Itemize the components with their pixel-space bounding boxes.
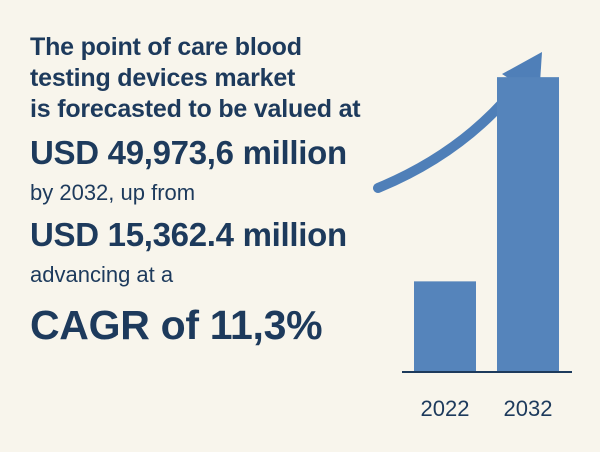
headline-line-1: The point of care blood <box>30 33 302 61</box>
headline-line-2: testing devices market <box>30 64 296 92</box>
by-year-text: by 2032, up from <box>30 180 196 205</box>
value-2022: USD 15,362.4 million <box>30 216 347 253</box>
headline-line-3: is forecasted to be valued at <box>30 95 361 123</box>
headline-text: The point of care blood testing devices … <box>30 32 390 349</box>
cagr-text: CAGR of 11,3% <box>30 302 323 348</box>
value-2032: USD 49,973,6 million <box>30 134 347 171</box>
advancing-text: advancing at a <box>30 262 174 287</box>
x-tick-label-2032: 2032 <box>504 396 553 421</box>
x-tick-label-2022: 2022 <box>421 396 470 421</box>
bar-2032 <box>497 77 559 372</box>
bar-2022 <box>414 281 476 372</box>
